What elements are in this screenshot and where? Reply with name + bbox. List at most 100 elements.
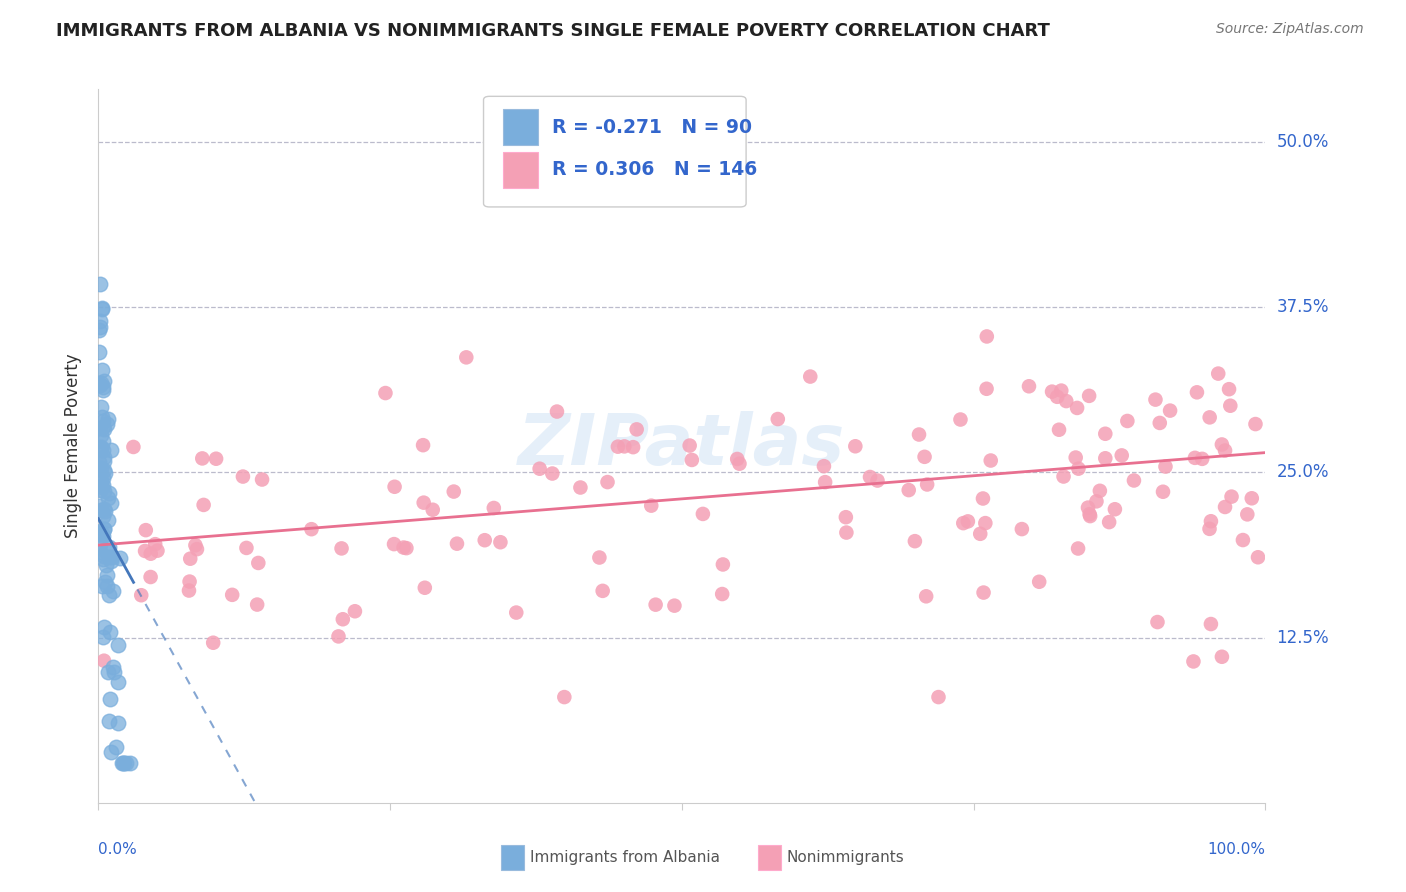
- Point: [90, 502, 112, 516]
- Point: [1219, 399, 1241, 413]
- FancyBboxPatch shape: [758, 845, 782, 870]
- Point: [89, 378, 111, 392]
- FancyBboxPatch shape: [503, 152, 538, 187]
- Point: [87, 376, 110, 391]
- Point: [97, 665, 120, 680]
- Point: [588, 550, 610, 565]
- Point: [974, 516, 997, 530]
- Point: [711, 558, 734, 572]
- Point: [1211, 649, 1233, 664]
- Point: [179, 551, 201, 566]
- Point: [413, 581, 436, 595]
- Point: [100, 550, 122, 565]
- Point: [343, 604, 366, 618]
- Point: [613, 439, 636, 453]
- Text: 12.5%: 12.5%: [1277, 629, 1329, 647]
- Point: [93, 574, 115, 589]
- Point: [91, 442, 114, 457]
- Point: [89, 500, 111, 514]
- Point: [93, 502, 115, 516]
- Point: [384, 480, 406, 494]
- Point: [93, 483, 115, 498]
- Point: [100, 496, 122, 510]
- Point: [692, 507, 714, 521]
- Point: [247, 556, 270, 570]
- Point: [1236, 508, 1258, 522]
- Point: [96, 417, 118, 431]
- Point: [91, 363, 114, 377]
- Point: [956, 515, 979, 529]
- Text: IMMIGRANTS FROM ALBANIA VS NONIMMIGRANTS SINGLE FEMALE POVERTY CORRELATION CHART: IMMIGRANTS FROM ALBANIA VS NONIMMIGRANTS…: [56, 22, 1050, 40]
- Point: [446, 537, 468, 551]
- Point: [529, 461, 551, 475]
- Point: [90, 525, 112, 540]
- Point: [1066, 401, 1088, 415]
- Point: [1213, 443, 1236, 458]
- Point: [976, 382, 998, 396]
- Point: [728, 457, 751, 471]
- Point: [94, 558, 117, 572]
- Point: [93, 529, 115, 543]
- Point: [1040, 384, 1063, 399]
- Point: [1098, 515, 1121, 529]
- Point: [205, 451, 228, 466]
- Point: [1211, 437, 1233, 451]
- Point: [1067, 461, 1090, 475]
- Point: [1088, 483, 1111, 498]
- Point: [606, 440, 628, 454]
- Point: [135, 523, 157, 537]
- Point: [640, 499, 662, 513]
- Point: [90, 302, 112, 317]
- Point: [94, 504, 117, 518]
- Text: 100.0%: 100.0%: [1208, 842, 1265, 856]
- Text: 50.0%: 50.0%: [1277, 133, 1329, 151]
- Point: [1094, 426, 1116, 441]
- Point: [330, 541, 353, 556]
- Point: [859, 470, 882, 484]
- Point: [952, 516, 974, 530]
- Point: [1094, 451, 1116, 466]
- Point: [91, 552, 114, 566]
- Point: [89, 277, 111, 291]
- Point: [87, 323, 110, 337]
- Point: [179, 574, 201, 589]
- Point: [202, 636, 225, 650]
- Point: [90, 376, 112, 390]
- Point: [1067, 541, 1090, 556]
- Point: [91, 301, 114, 315]
- Point: [105, 740, 128, 755]
- Point: [908, 427, 931, 442]
- Point: [835, 510, 858, 524]
- Point: [250, 473, 273, 487]
- Point: [927, 690, 949, 704]
- Point: [110, 551, 132, 566]
- Point: [553, 690, 575, 704]
- Point: [122, 440, 145, 454]
- Point: [914, 450, 936, 464]
- Point: [1198, 522, 1220, 536]
- Point: [1244, 417, 1267, 431]
- Point: [97, 714, 120, 728]
- Point: [489, 535, 512, 549]
- Point: [904, 534, 927, 549]
- Point: [412, 438, 434, 452]
- Point: [93, 522, 115, 536]
- Point: [90, 474, 112, 488]
- Point: [118, 756, 141, 771]
- Point: [94, 467, 117, 481]
- Point: [835, 525, 858, 540]
- Point: [1116, 414, 1139, 428]
- Point: [91, 414, 114, 428]
- Point: [681, 453, 703, 467]
- Point: [1182, 655, 1205, 669]
- Point: [98, 625, 121, 640]
- Text: ZIPatlas: ZIPatlas: [519, 411, 845, 481]
- Point: [93, 420, 115, 434]
- Point: [184, 538, 207, 552]
- Point: [146, 543, 169, 558]
- Text: R = -0.271   N = 90: R = -0.271 N = 90: [553, 118, 752, 136]
- Point: [621, 440, 644, 454]
- Point: [91, 478, 114, 492]
- Point: [1123, 474, 1146, 488]
- Point: [112, 756, 135, 771]
